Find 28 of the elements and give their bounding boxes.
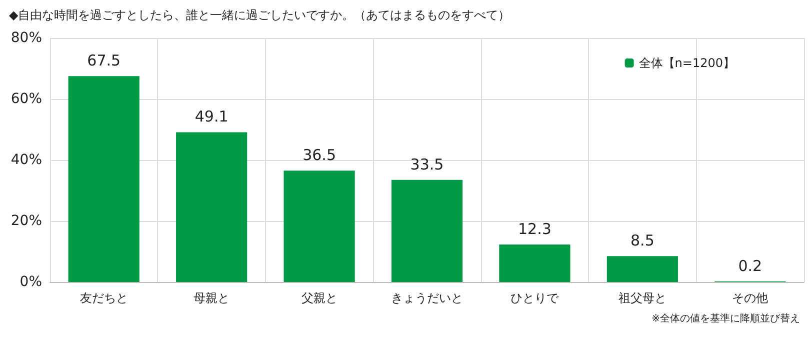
y-tick-label: 60% xyxy=(10,91,42,107)
data-label: 12.3 xyxy=(518,220,552,238)
x-tick-label: 母親と xyxy=(194,291,230,305)
bar xyxy=(68,76,140,282)
data-label: 8.5 xyxy=(630,232,654,250)
x-tick-label: ひとりで xyxy=(510,291,560,305)
y-tick-label: 40% xyxy=(10,152,42,168)
bar xyxy=(606,256,678,282)
x-tick-label: その他 xyxy=(732,291,768,305)
x-tick-label: 父親と xyxy=(301,291,338,305)
y-tick-label: 80% xyxy=(10,30,42,46)
x-tick-label: 友だちと xyxy=(80,291,128,305)
chart-title: ◆自由な時間を過ごすとしたら、誰と一緒に過ごしたいですか。（あてはまるものをすべて） xyxy=(9,8,510,22)
data-label: 67.5 xyxy=(87,52,121,70)
data-label: 36.5 xyxy=(302,146,336,164)
x-tick-label: きょうだいと xyxy=(391,291,463,305)
bar xyxy=(284,170,355,282)
data-label: 0.2 xyxy=(738,256,762,275)
x-tick-label: 祖父母と xyxy=(618,291,666,305)
y-tick-label: 0% xyxy=(20,274,42,290)
data-label: 33.5 xyxy=(410,155,444,174)
data-label: 49.1 xyxy=(194,108,228,126)
legend-label: 全体【n=1200】 xyxy=(638,56,736,70)
y-tick-label: 20% xyxy=(10,213,42,229)
text: ※全体の値を基準に降順並び替え xyxy=(652,312,800,324)
bar xyxy=(391,180,463,282)
bar xyxy=(499,244,570,282)
bar xyxy=(176,132,248,282)
